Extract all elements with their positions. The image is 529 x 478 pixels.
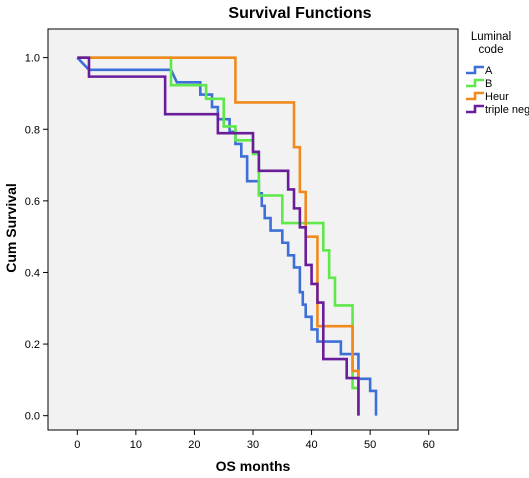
y-axis-label: Cum Survival [3,183,19,272]
x-tick-label: 30 [247,439,259,451]
legend-swatch [466,91,484,101]
x-tick-label: 40 [305,439,317,451]
y-tick-label: 0.4 [25,267,40,279]
y-tick-label: 0.0 [25,411,40,423]
axis-ticks: 0 10 20 30 40 50 60 0.0 0.2 0.4 0.6 0.8 1.0 [25,53,435,451]
legend-label: triple neg [485,104,529,116]
x-axis-label: OS months [216,458,291,474]
y-tick-label: 0.8 [25,124,40,136]
legend-title: Luminal [471,31,511,43]
x-tick-label: 20 [188,439,200,451]
y-tick-label: 0.2 [25,339,40,351]
x-tick-label: 0 [74,439,80,451]
legend-label: Heur [485,91,509,103]
series-line-triple-neg [77,56,360,416]
series-layer [76,56,378,416]
x-tick-label: 10 [130,439,142,451]
legend-swatch [466,104,484,114]
series-line-heur [77,56,360,416]
chart-title: Survival Functions [228,5,371,22]
legend-swatch [466,78,484,88]
x-tick-label: 60 [423,439,435,451]
legend-title: code [479,44,504,56]
y-tick-label: 0.6 [25,196,40,208]
legend-label: B [485,78,492,90]
y-tick-label: 1.0 [25,53,40,65]
legend-swatch [466,65,484,75]
plot-area [47,28,459,431]
series-line-b [77,56,359,390]
x-tick-label: 50 [364,439,376,451]
legend-label: A [485,65,493,77]
